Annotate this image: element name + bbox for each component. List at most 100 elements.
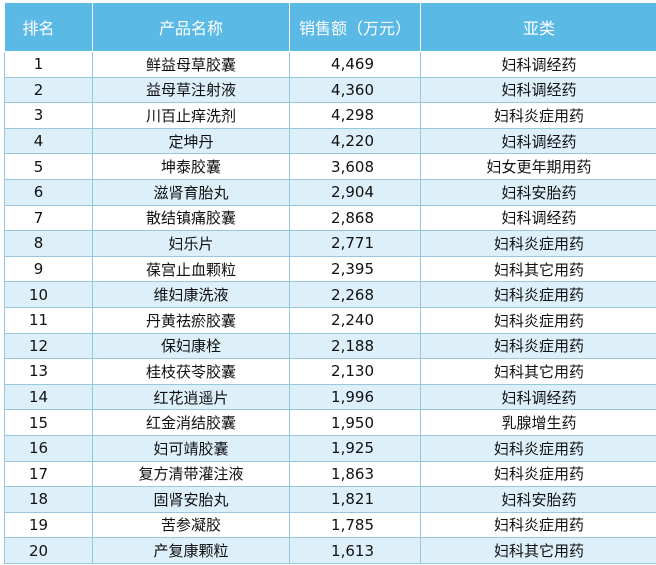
table-row: 11 丹黄祛瘀胶囊 2,240 妇科炎症用药 xyxy=(4,306,656,334)
product-name-cell: 坤泰胶囊 xyxy=(92,153,290,180)
product-name-cell: 鲜益母草胶囊 xyxy=(92,51,290,78)
rank-cell: 7 xyxy=(4,204,93,232)
table-row: 14 红花逍遥片 1,996 妇科调经药 xyxy=(4,383,656,411)
table-row: 20 产复康颗粒 1,613 妇科其它用药 xyxy=(4,537,656,564)
product-name-cell: 益母草注射液 xyxy=(92,76,290,104)
rank-cell: 14 xyxy=(4,383,93,411)
product-name-cell: 妇乐片 xyxy=(92,230,290,257)
sales-cell: 2,868 xyxy=(289,204,421,232)
table-row: 15 红金消结胶囊 1,950 乳腺增生药 xyxy=(4,409,656,436)
subcategory-cell: 妇科调经药 xyxy=(420,76,656,104)
product-name-cell: 桂枝茯苓胶囊 xyxy=(92,358,290,385)
product-name-cell: 散结镇痛胶囊 xyxy=(92,204,290,232)
product-name-cell: 妇可靖胶囊 xyxy=(92,434,290,462)
subcategory-cell: 妇科其它用药 xyxy=(420,358,656,385)
subcategory-cell: 妇科调经药 xyxy=(420,51,656,78)
subcategory-cell: 妇科调经药 xyxy=(420,204,656,232)
header-subcategory: 亚类 xyxy=(420,2,656,52)
subcategory-cell: 妇科炎症用药 xyxy=(420,511,656,539)
sales-cell: 2,188 xyxy=(289,332,421,360)
product-name-cell: 固肾安胎丸 xyxy=(92,486,290,513)
sales-cell: 2,240 xyxy=(289,306,421,334)
table-row: 16 妇可靖胶囊 1,925 妇科炎症用药 xyxy=(4,434,656,462)
table-row: 10 维妇康洗液 2,268 妇科炎症用药 xyxy=(4,281,656,308)
table-row: 5 坤泰胶囊 3,608 妇女更年期用药 xyxy=(4,153,656,180)
table-row: 7 散结镇痛胶囊 2,868 妇科调经药 xyxy=(4,204,656,232)
product-name-cell: 红金消结胶囊 xyxy=(92,409,290,436)
table-row: 13 桂枝茯苓胶囊 2,130 妇科其它用药 xyxy=(4,358,656,385)
sales-cell: 1,863 xyxy=(289,460,421,488)
subcategory-cell: 妇科炎症用药 xyxy=(420,306,656,334)
rank-cell: 19 xyxy=(4,511,93,539)
sales-cell: 3,608 xyxy=(289,153,421,180)
sales-cell: 2,904 xyxy=(289,178,421,206)
sales-cell: 2,268 xyxy=(289,281,421,308)
table-row: 4 定坤丹 4,220 妇科调经药 xyxy=(4,127,656,155)
subcategory-cell: 妇科炎症用药 xyxy=(420,230,656,257)
subcategory-cell: 妇科炎症用药 xyxy=(420,332,656,360)
product-name-cell: 定坤丹 xyxy=(92,127,290,155)
sales-cell: 1,996 xyxy=(289,383,421,411)
sales-cell: 4,298 xyxy=(289,102,421,129)
product-name-cell: 维妇康洗液 xyxy=(92,281,290,308)
sales-cell: 1,925 xyxy=(289,434,421,462)
table-row: 1 鲜益母草胶囊 4,469 妇科调经药 xyxy=(4,51,656,78)
subcategory-cell: 妇科炎症用药 xyxy=(420,434,656,462)
sales-cell: 4,220 xyxy=(289,127,421,155)
rank-cell: 3 xyxy=(4,102,93,129)
subcategory-cell: 妇科调经药 xyxy=(420,383,656,411)
rank-cell: 4 xyxy=(4,127,93,155)
subcategory-cell: 妇科调经药 xyxy=(420,127,656,155)
rank-cell: 8 xyxy=(4,230,93,257)
subcategory-cell: 妇科炎症用药 xyxy=(420,281,656,308)
sales-cell: 1,785 xyxy=(289,511,421,539)
table-row: 9 葆宫止血颗粒 2,395 妇科其它用药 xyxy=(4,255,656,283)
subcategory-cell: 乳腺增生药 xyxy=(420,409,656,436)
sales-cell: 1,821 xyxy=(289,486,421,513)
rank-cell: 20 xyxy=(4,537,93,564)
table-row: 19 苦参凝胶 1,785 妇科炎症用药 xyxy=(4,511,656,539)
rank-cell: 6 xyxy=(4,178,93,206)
table-row: 2 益母草注射液 4,360 妇科调经药 xyxy=(4,76,656,104)
rank-cell: 12 xyxy=(4,332,93,360)
table-row: 3 川百止痒洗剂 4,298 妇科炎症用药 xyxy=(4,102,656,129)
rank-cell: 10 xyxy=(4,281,93,308)
sales-cell: 1,950 xyxy=(289,409,421,436)
rank-cell: 17 xyxy=(4,460,93,488)
rank-cell: 9 xyxy=(4,255,93,283)
subcategory-cell: 妇科其它用药 xyxy=(420,255,656,283)
sales-cell: 4,469 xyxy=(289,51,421,78)
rank-cell: 1 xyxy=(4,51,93,78)
sales-ranking-table: 排名 产品名称 销售额（万元） 亚类 1 鲜益母草胶囊 4,469 妇科调经药 2 益母草… xyxy=(4,2,656,564)
product-name-cell: 产复康颗粒 xyxy=(92,537,290,564)
sales-cell: 2,130 xyxy=(289,358,421,385)
table-row: 8 妇乐片 2,771 妇科炎症用药 xyxy=(4,230,656,257)
rank-cell: 11 xyxy=(4,306,93,334)
header-rank: 排名 xyxy=(4,2,93,52)
sales-cell: 4,360 xyxy=(289,76,421,104)
rank-cell: 18 xyxy=(4,486,93,513)
product-name-cell: 川百止痒洗剂 xyxy=(92,102,290,129)
subcategory-cell: 妇科炎症用药 xyxy=(420,460,656,488)
product-name-cell: 丹黄祛瘀胶囊 xyxy=(92,306,290,334)
header-sales: 销售额（万元） xyxy=(289,2,421,52)
sales-cell: 2,771 xyxy=(289,230,421,257)
table-row: 6 滋肾育胎丸 2,904 妇科安胎药 xyxy=(4,178,656,206)
product-name-cell: 红花逍遥片 xyxy=(92,383,290,411)
rank-cell: 5 xyxy=(4,153,93,180)
sales-cell: 1,613 xyxy=(289,537,421,564)
product-name-cell: 滋肾育胎丸 xyxy=(92,178,290,206)
product-name-cell: 苦参凝胶 xyxy=(92,511,290,539)
product-name-cell: 葆宫止血颗粒 xyxy=(92,255,290,283)
sales-cell: 2,395 xyxy=(289,255,421,283)
product-name-cell: 保妇康栓 xyxy=(92,332,290,360)
product-name-cell: 复方清带灌注液 xyxy=(92,460,290,488)
rank-cell: 15 xyxy=(4,409,93,436)
subcategory-cell: 妇科安胎药 xyxy=(420,178,656,206)
rank-cell: 16 xyxy=(4,434,93,462)
table-row: 17 复方清带灌注液 1,863 妇科炎症用药 xyxy=(4,460,656,488)
subcategory-cell: 妇科安胎药 xyxy=(420,486,656,513)
table-row: 18 固肾安胎丸 1,821 妇科安胎药 xyxy=(4,486,656,513)
rank-cell: 2 xyxy=(4,76,93,104)
table-header-row: 排名 产品名称 销售额（万元） 亚类 xyxy=(4,2,656,52)
